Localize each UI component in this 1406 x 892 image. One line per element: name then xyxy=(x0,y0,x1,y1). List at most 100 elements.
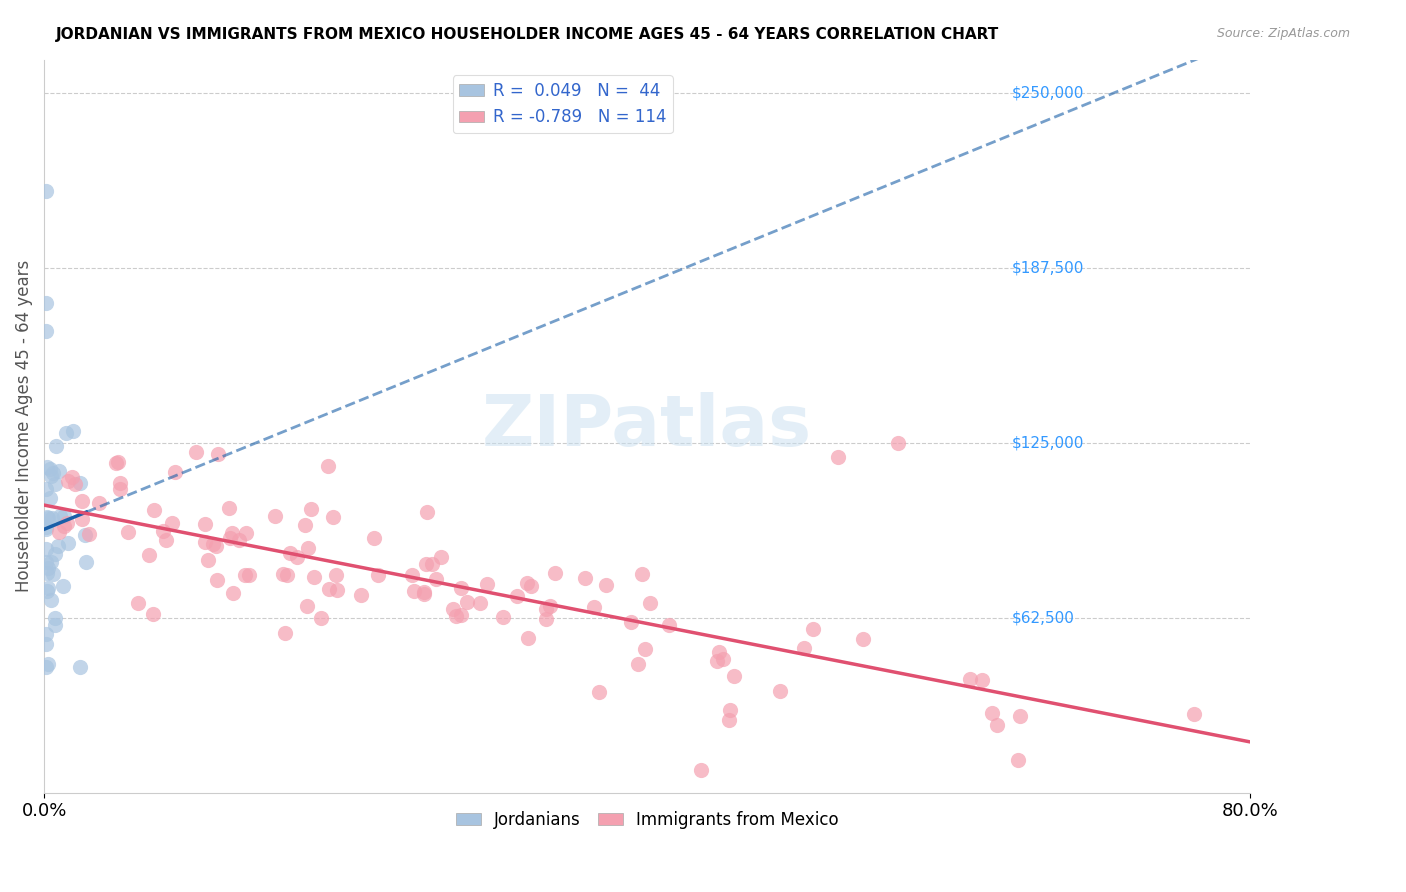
Immigrants from Mexico xyxy=(107,455,129,469)
Immigrants from Mexico xyxy=(519,579,541,593)
Immigrants from Mexico xyxy=(238,568,260,582)
Immigrants from Mexico xyxy=(138,548,160,562)
Jordanians xyxy=(49,508,72,523)
Immigrants from Mexico xyxy=(367,568,389,582)
Text: $187,500: $187,500 xyxy=(1011,260,1084,276)
Immigrants from Mexico xyxy=(318,459,340,474)
Jordanians xyxy=(42,567,65,582)
Immigrants from Mexico xyxy=(62,470,84,484)
Immigrants from Mexico xyxy=(108,476,131,491)
Jordanians xyxy=(69,476,91,491)
Jordanians xyxy=(34,626,56,640)
Immigrants from Mexico xyxy=(429,549,451,564)
Immigrants from Mexico xyxy=(294,517,316,532)
Jordanians xyxy=(75,555,97,569)
Immigrants from Mexico xyxy=(827,450,849,464)
Immigrants from Mexico xyxy=(218,500,240,515)
Jordanians xyxy=(35,555,58,569)
Immigrants from Mexico xyxy=(538,599,561,614)
Jordanians xyxy=(41,556,63,570)
Immigrants from Mexico xyxy=(160,516,183,530)
Jordanians xyxy=(44,611,66,625)
Immigrants from Mexico xyxy=(402,584,425,599)
Immigrants from Mexico xyxy=(852,632,875,646)
Immigrants from Mexico xyxy=(627,657,650,672)
Jordanians xyxy=(44,477,66,491)
Immigrants from Mexico xyxy=(221,526,243,541)
Immigrants from Mexico xyxy=(986,718,1008,732)
Immigrants from Mexico xyxy=(318,582,340,597)
Immigrants from Mexico xyxy=(186,444,208,458)
Jordanians xyxy=(37,581,59,595)
Immigrants from Mexico xyxy=(981,706,1004,720)
Jordanians xyxy=(37,511,59,525)
Immigrants from Mexico xyxy=(887,436,910,450)
Jordanians xyxy=(53,508,76,523)
Jordanians xyxy=(34,482,56,496)
Jordanians xyxy=(35,637,58,651)
Immigrants from Mexico xyxy=(631,566,654,581)
Jordanians xyxy=(58,536,80,550)
Jordanians xyxy=(38,461,60,475)
Immigrants from Mexico xyxy=(302,569,325,583)
Immigrants from Mexico xyxy=(219,531,242,545)
Jordanians xyxy=(37,657,59,672)
Immigrants from Mexico xyxy=(470,596,492,610)
Immigrants from Mexico xyxy=(322,510,344,524)
Jordanians xyxy=(34,296,56,310)
Immigrants from Mexico xyxy=(297,599,319,614)
Text: $125,000: $125,000 xyxy=(1011,435,1084,450)
Immigrants from Mexico xyxy=(689,764,711,778)
Immigrants from Mexico xyxy=(163,466,186,480)
Immigrants from Mexico xyxy=(325,568,347,582)
Immigrants from Mexico xyxy=(48,525,70,540)
Jordanians xyxy=(35,459,58,474)
Immigrants from Mexico xyxy=(634,641,657,656)
Immigrants from Mexico xyxy=(718,703,741,717)
Immigrants from Mexico xyxy=(450,582,472,596)
Jordanians xyxy=(34,184,56,198)
Immigrants from Mexico xyxy=(640,596,662,610)
Immigrants from Mexico xyxy=(516,576,538,591)
Immigrants from Mexico xyxy=(583,600,606,615)
Immigrants from Mexico xyxy=(309,610,332,624)
Immigrants from Mexico xyxy=(658,617,681,632)
Jordanians xyxy=(46,539,69,553)
Jordanians xyxy=(69,659,91,673)
Jordanians xyxy=(35,522,58,536)
Immigrants from Mexico xyxy=(233,568,256,582)
Jordanians xyxy=(39,468,62,483)
Immigrants from Mexico xyxy=(717,714,740,728)
Legend: Jordanians, Immigrants from Mexico: Jordanians, Immigrants from Mexico xyxy=(449,805,845,836)
Immigrants from Mexico xyxy=(326,582,349,597)
Immigrants from Mexico xyxy=(197,553,219,567)
Immigrants from Mexico xyxy=(155,533,177,548)
Immigrants from Mexico xyxy=(422,558,444,572)
Immigrants from Mexico xyxy=(595,578,617,592)
Immigrants from Mexico xyxy=(970,673,993,687)
Jordanians xyxy=(44,439,66,453)
Immigrants from Mexico xyxy=(194,516,217,531)
Immigrants from Mexico xyxy=(207,447,229,461)
Immigrants from Mexico xyxy=(271,567,294,582)
Immigrants from Mexico xyxy=(202,537,225,551)
Immigrants from Mexico xyxy=(117,525,139,540)
Text: $250,000: $250,000 xyxy=(1011,86,1084,101)
Immigrants from Mexico xyxy=(221,586,243,600)
Immigrants from Mexico xyxy=(415,557,437,571)
Immigrants from Mexico xyxy=(56,474,79,488)
Immigrants from Mexico xyxy=(450,608,472,623)
Immigrants from Mexico xyxy=(444,609,467,624)
Immigrants from Mexico xyxy=(143,503,166,517)
Immigrants from Mexico xyxy=(274,626,297,640)
Immigrants from Mexico xyxy=(52,518,75,533)
Immigrants from Mexico xyxy=(536,602,558,616)
Immigrants from Mexico xyxy=(127,596,149,610)
Immigrants from Mexico xyxy=(1010,709,1032,723)
Immigrants from Mexico xyxy=(706,654,728,668)
Immigrants from Mexico xyxy=(87,496,110,510)
Immigrants from Mexico xyxy=(456,595,478,609)
Immigrants from Mexico xyxy=(425,572,447,586)
Jordanians xyxy=(34,324,56,338)
Text: JORDANIAN VS IMMIGRANTS FROM MEXICO HOUSEHOLDER INCOME AGES 45 - 64 YEARS CORREL: JORDANIAN VS IMMIGRANTS FROM MEXICO HOUS… xyxy=(56,27,1000,42)
